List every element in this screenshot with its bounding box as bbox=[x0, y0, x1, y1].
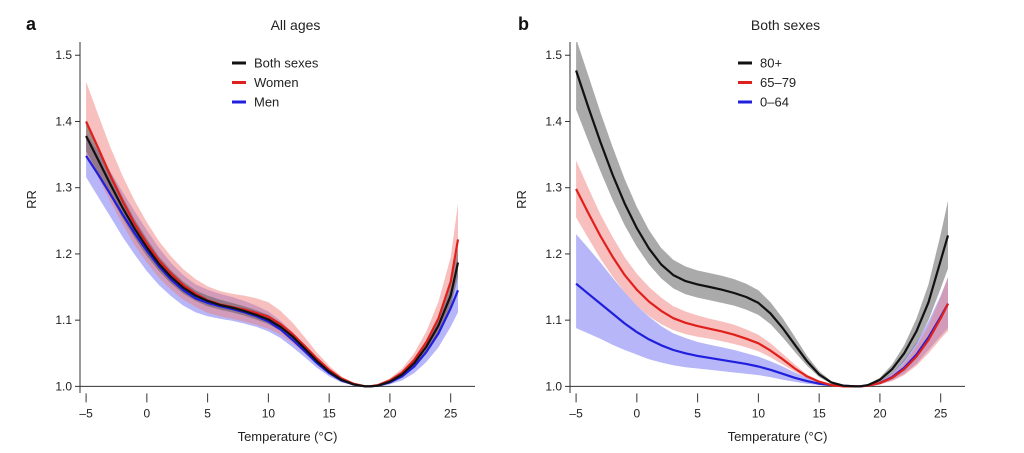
legend-label: Men bbox=[254, 95, 279, 110]
panel-letter: b bbox=[518, 14, 529, 34]
legend: Both sexes Women Men bbox=[232, 56, 319, 110]
x-tick-label: 15 bbox=[322, 406, 336, 420]
x-axis-title: Temperature (°C) bbox=[728, 429, 828, 444]
plot-area bbox=[85, 81, 460, 388]
y-tick-label: 1.4 bbox=[545, 114, 562, 128]
legend-label: Both sexes bbox=[254, 56, 319, 71]
series-line-2 bbox=[575, 70, 950, 388]
x-tick-label: –5 bbox=[79, 406, 93, 420]
legend: 80+ 65–79 0–64 bbox=[738, 56, 796, 110]
panel-letter: a bbox=[26, 14, 37, 34]
panel-title: Both sexes bbox=[751, 17, 820, 33]
x-tick-label: 25 bbox=[934, 406, 948, 420]
x-tick-label: 25 bbox=[444, 406, 458, 420]
legend-label: 65–79 bbox=[760, 75, 796, 90]
series-line-0 bbox=[85, 155, 460, 388]
series-line-1 bbox=[575, 188, 949, 388]
x-tick-label: 20 bbox=[873, 406, 887, 420]
y-tick-label: 1.3 bbox=[545, 181, 562, 195]
series-line-1 bbox=[85, 121, 460, 388]
ci-band-2 bbox=[576, 42, 948, 387]
y-tick-label: 1.0 bbox=[55, 379, 72, 393]
y-tick-label: 1.1 bbox=[545, 313, 562, 327]
legend-label: 80+ bbox=[760, 56, 782, 71]
y-tick-label: 1.4 bbox=[55, 114, 72, 128]
ci-band-0 bbox=[86, 134, 458, 387]
x-tick-label: 10 bbox=[262, 406, 276, 420]
panel-a: a All ages 1.0 1.1 1.2 1.3 1.4 1.5 –5 0 5 10 15 20 25 T… bbox=[24, 14, 475, 444]
x-tick-label: 10 bbox=[752, 406, 766, 420]
y-tick-label: 1.5 bbox=[55, 48, 72, 62]
x-tick-label: 15 bbox=[812, 406, 826, 420]
y-tick-label: 1.5 bbox=[545, 48, 562, 62]
y-tick-label: 1.3 bbox=[55, 181, 72, 195]
series-line-2 bbox=[85, 135, 460, 388]
y-tick-label: 1.2 bbox=[55, 247, 72, 261]
x-tick-label: –5 bbox=[569, 406, 583, 420]
x-tick-label: 20 bbox=[383, 406, 397, 420]
x-tick-label: 0 bbox=[634, 406, 641, 420]
legend-label: Women bbox=[254, 75, 299, 90]
y-tick-label: 1.0 bbox=[545, 379, 562, 393]
panel-b: b Both sexes 1.0 1.1 1.2 1.3 1.4 1.5 –5 0 5 10 15 20 2… bbox=[514, 14, 965, 444]
y-axis-title: RR bbox=[514, 190, 529, 209]
y-axis-title: RR bbox=[24, 190, 39, 209]
x-tick-label: 5 bbox=[694, 406, 701, 420]
y-tick-label: 1.2 bbox=[545, 247, 562, 261]
x-tick-label: 5 bbox=[204, 406, 211, 420]
legend-label: 0–64 bbox=[760, 95, 789, 110]
x-axis-title: Temperature (°C) bbox=[238, 429, 338, 444]
panel-title: All ages bbox=[271, 17, 321, 33]
x-tick-label: 0 bbox=[144, 406, 151, 420]
plot-area bbox=[575, 42, 950, 388]
y-tick-label: 1.1 bbox=[55, 313, 72, 327]
